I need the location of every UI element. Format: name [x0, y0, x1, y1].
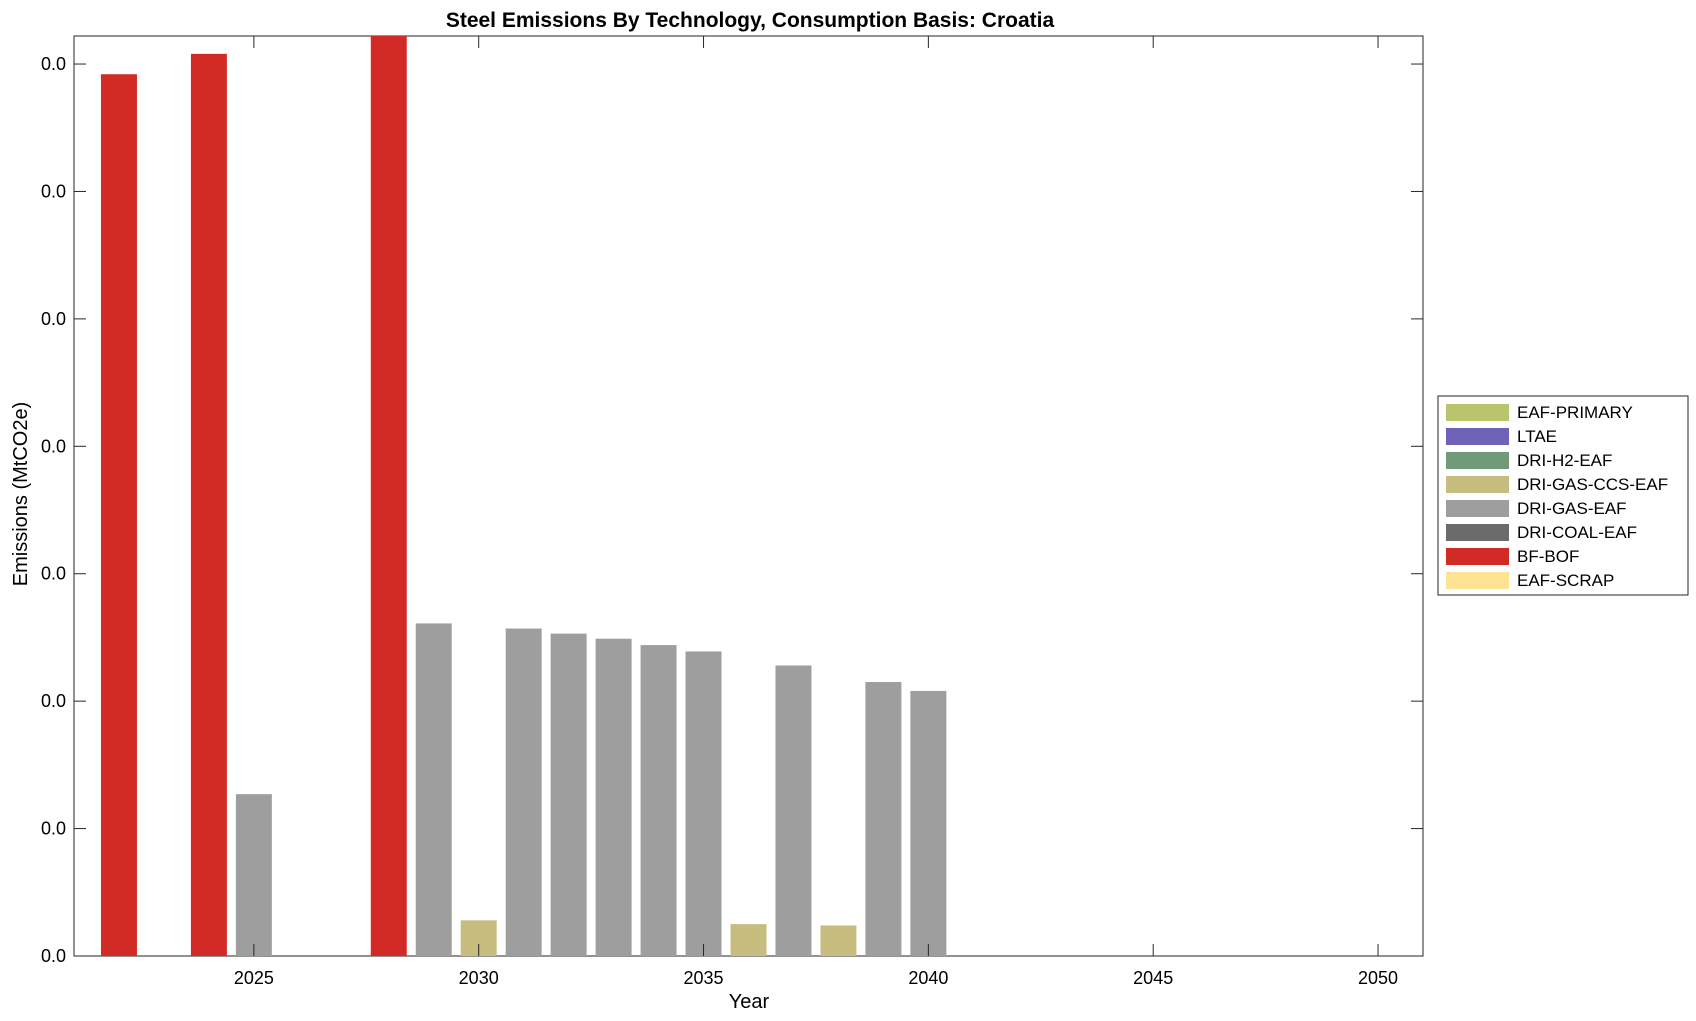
bar-dri-gas-eaf-2025 [235, 794, 272, 956]
legend-swatch-dri-gas-ccs-eaf [1446, 476, 1509, 493]
x-tick-label: 2030 [459, 968, 499, 988]
legend-label-eaf-primary: EAF-PRIMARY [1517, 403, 1633, 422]
y-tick-label: 0.0 [41, 181, 66, 201]
y-tick-label: 0.0 [41, 309, 66, 329]
legend-label-dri-h2-eaf: DRI-H2-EAF [1517, 451, 1612, 470]
legend-label-ltae: LTAE [1517, 427, 1557, 446]
y-tick-label: 0.0 [41, 564, 66, 584]
y-tick-label: 0.0 [41, 436, 66, 456]
legend-label-eaf-scrap: EAF-SCRAP [1517, 571, 1614, 590]
legend-label-dri-gas-ccs-eaf: DRI-GAS-CCS-EAF [1517, 475, 1668, 494]
x-tick-label: 2035 [684, 968, 724, 988]
legend-label-dri-gas-eaf: DRI-GAS-EAF [1517, 499, 1627, 518]
legend-swatch-dri-coal-eaf [1446, 524, 1509, 541]
bars [100, 36, 947, 956]
axis-ticks: 2025 2030 2035 2040 2045 2050 0.0 0.0 0.0 0.0 0.0 0… [41, 36, 1423, 988]
x-tick-label: 2025 [234, 968, 274, 988]
bar-bf-bof-2024 [190, 53, 227, 956]
y-tick-label: 0.0 [41, 946, 66, 966]
x-tick-label: 2045 [1133, 968, 1173, 988]
x-axis-label: Year [729, 991, 770, 1013]
bar-dri-gas-eaf-2037 [775, 665, 812, 956]
legend-swatch-dri-gas-eaf [1446, 500, 1509, 517]
plot-area [73, 35, 1424, 957]
bar-dri-gas-ccs-eaf-2036 [730, 924, 767, 956]
x-tick-label: 2050 [1358, 968, 1398, 988]
y-tick-label: 0.0 [41, 54, 66, 74]
legend-swatch-bf-bof [1446, 548, 1509, 565]
legend-swatch-eaf-primary [1446, 404, 1509, 421]
axes-box [73, 35, 1424, 957]
bar-bf-bof-2028 [370, 36, 407, 956]
bar-dri-gas-eaf-2033 [595, 638, 632, 956]
y-tick-label: 0.0 [41, 691, 66, 711]
bar-dri-gas-ccs-eaf-2038 [820, 925, 857, 956]
bar-dri-gas-eaf-2032 [550, 633, 587, 956]
legend-swatch-dri-h2-eaf [1446, 452, 1509, 469]
bar-dri-gas-eaf-2031 [505, 628, 542, 956]
legend-swatch-ltae [1446, 428, 1509, 445]
bar-bf-bof-2022 [100, 74, 137, 956]
legend-label-dri-coal-eaf: DRI-COAL-EAF [1517, 523, 1637, 542]
y-tick-label: 0.0 [41, 819, 66, 839]
bar-dri-gas-eaf-2034 [640, 645, 677, 956]
chart-title: Steel Emissions By Technology, Consumpti… [446, 9, 1055, 32]
legend-label-bf-bof: BF-BOF [1517, 547, 1579, 566]
bar-dri-gas-eaf-2040 [910, 690, 947, 956]
legend: EAF-PRIMARY LTAE DRI-H2-EAF DRI-GAS-CCS-EAF… [1437, 395, 1689, 596]
bar-dri-gas-eaf-2029 [415, 623, 452, 956]
bar-dri-gas-eaf-2035 [685, 651, 722, 956]
y-axis-label: Emissions (MtCO2e) [10, 402, 32, 586]
legend-swatch-eaf-scrap [1446, 572, 1509, 589]
bar-dri-gas-eaf-2039 [865, 682, 902, 956]
x-tick-label: 2040 [908, 968, 948, 988]
